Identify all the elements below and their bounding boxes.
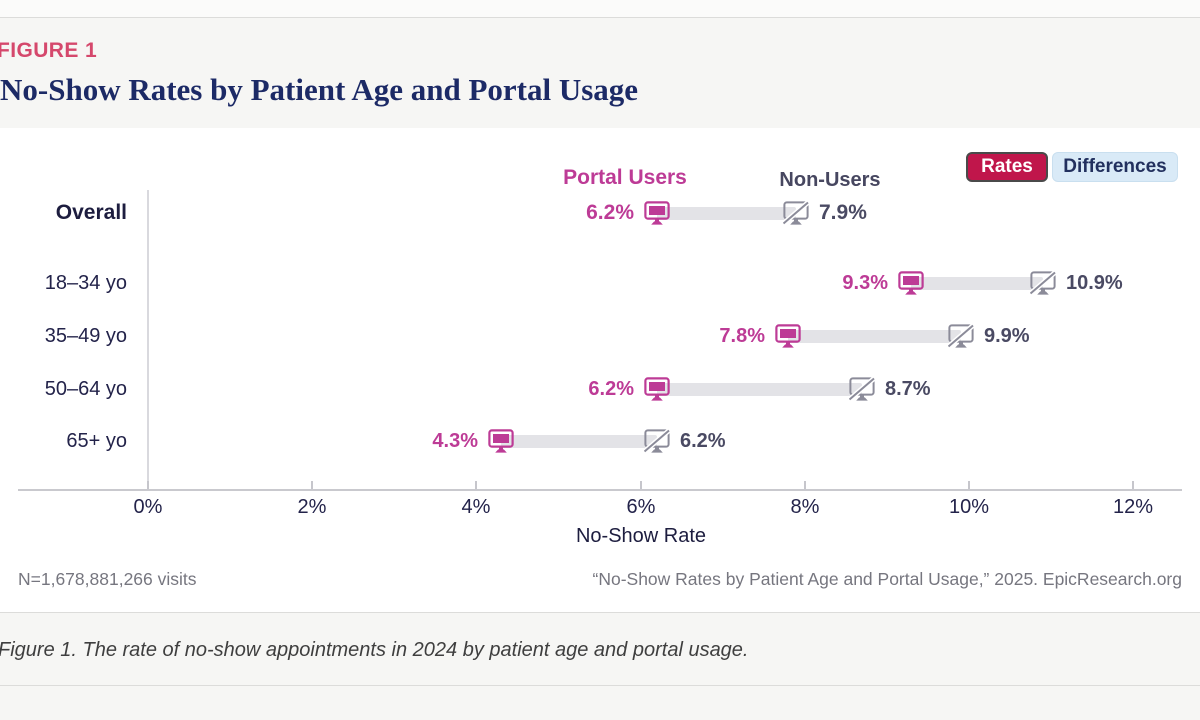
sample-size-note: N=1,678,881,266 visits xyxy=(18,569,197,589)
x-tick-label: 8% xyxy=(790,496,820,518)
non-user-monitor-icon xyxy=(1030,271,1056,295)
x-tick-label: 10% xyxy=(948,496,990,518)
differences-toggle-button[interactable]: Differences xyxy=(1052,152,1178,182)
chart-card xyxy=(0,128,1200,612)
category-label-65plus: 65+ yo xyxy=(66,430,127,452)
x-tick-label: 6% xyxy=(626,496,656,518)
x-tick-label: 12% xyxy=(1112,496,1154,518)
rates-toggle-button[interactable]: Rates xyxy=(966,152,1048,182)
x-axis-line xyxy=(18,489,1182,491)
x-tick xyxy=(804,481,806,489)
dumbbell-bar xyxy=(788,330,961,343)
x-tick xyxy=(475,481,477,489)
dumbbell-bar xyxy=(657,383,862,396)
x-tick-label: 4% xyxy=(461,496,491,518)
card-bottom-divider xyxy=(0,612,1200,613)
page-title: No-Show Rates by Patient Age and Portal … xyxy=(0,72,639,107)
dumbbell-bar xyxy=(911,277,1043,290)
non-user-value: 8.7% xyxy=(885,378,931,400)
portal-monitor-icon xyxy=(898,271,924,295)
portal-value: 6.2% xyxy=(586,201,634,224)
non-user-value: 10.9% xyxy=(1066,272,1123,294)
non-user-monitor-icon xyxy=(948,324,974,348)
non-user-value: 7.9% xyxy=(819,201,867,224)
portal-monitor-icon xyxy=(488,429,514,453)
x-tick xyxy=(311,481,313,489)
portal-monitor-icon xyxy=(644,201,670,225)
portal-monitor-icon xyxy=(644,377,670,401)
caption-bottom-divider xyxy=(0,685,1200,686)
portal-value: 4.3% xyxy=(432,430,478,452)
x-tick-label: 2% xyxy=(297,496,327,518)
x-tick-label: 0% xyxy=(133,496,163,518)
portal-monitor-icon xyxy=(775,324,801,348)
top-divider xyxy=(0,17,1200,18)
figure-label: FIGURE 1 xyxy=(0,39,98,62)
category-label-35-49: 35–49 yo xyxy=(44,325,127,347)
x-tick xyxy=(1132,481,1134,489)
category-label-18-34: 18–34 yo xyxy=(44,272,127,294)
x-axis-title: No-Show Rate xyxy=(575,525,707,547)
citation: “No-Show Rates by Patient Age and Portal… xyxy=(592,569,1183,589)
y-axis-line xyxy=(147,190,149,490)
legend-non-users: Non-Users xyxy=(779,169,881,191)
non-user-monitor-icon xyxy=(644,429,670,453)
category-label-50-64: 50–64 yo xyxy=(44,378,127,400)
legend-portal-users: Portal Users xyxy=(563,166,687,189)
portal-value: 6.2% xyxy=(588,378,634,400)
non-user-value: 9.9% xyxy=(984,325,1030,347)
figure-caption: Figure 1. The rate of no-show appointmen… xyxy=(0,639,749,661)
non-user-value: 6.2% xyxy=(680,430,726,452)
non-user-monitor-icon xyxy=(849,377,875,401)
portal-value: 7.8% xyxy=(719,325,765,347)
x-tick xyxy=(968,481,970,489)
non-user-monitor-icon xyxy=(783,201,809,225)
dumbbell-bar xyxy=(657,207,796,220)
x-tick xyxy=(640,481,642,489)
category-label-overall: Overall xyxy=(55,201,127,224)
top-strip xyxy=(0,0,1200,17)
portal-value: 9.3% xyxy=(842,272,888,294)
x-tick xyxy=(147,481,149,489)
dumbbell-bar xyxy=(501,435,657,448)
